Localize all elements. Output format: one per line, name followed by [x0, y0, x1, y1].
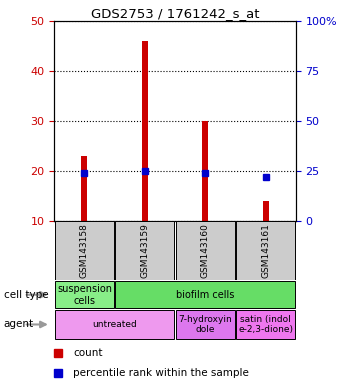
Bar	[115, 222, 174, 280]
Text: GSM143161: GSM143161	[261, 223, 270, 278]
Text: GSM143160: GSM143160	[201, 223, 210, 278]
Bar	[55, 310, 174, 339]
Text: GSM143159: GSM143159	[140, 223, 149, 278]
Bar	[236, 222, 295, 280]
Text: 7-hydroxyin
dole: 7-hydroxyin dole	[178, 315, 232, 334]
Text: satin (indol
e-2,3-dione): satin (indol e-2,3-dione)	[238, 315, 293, 334]
Bar	[82, 156, 88, 221]
Text: count: count	[73, 348, 103, 358]
Text: biofilm cells: biofilm cells	[176, 290, 235, 300]
Bar	[55, 222, 114, 280]
Bar	[262, 201, 268, 221]
Text: percentile rank within the sample: percentile rank within the sample	[73, 368, 249, 378]
Bar	[176, 310, 235, 339]
Title: GDS2753 / 1761242_s_at: GDS2753 / 1761242_s_at	[91, 7, 259, 20]
Bar	[176, 222, 235, 280]
Bar	[55, 281, 114, 308]
Text: untreated: untreated	[92, 320, 137, 329]
Bar	[236, 310, 295, 339]
Text: GSM143158: GSM143158	[80, 223, 89, 278]
Bar	[202, 121, 208, 221]
Text: cell type: cell type	[4, 290, 48, 300]
Bar	[142, 41, 148, 221]
Bar	[115, 281, 295, 308]
Text: agent: agent	[4, 319, 34, 329]
Text: suspension
cells: suspension cells	[57, 284, 112, 306]
